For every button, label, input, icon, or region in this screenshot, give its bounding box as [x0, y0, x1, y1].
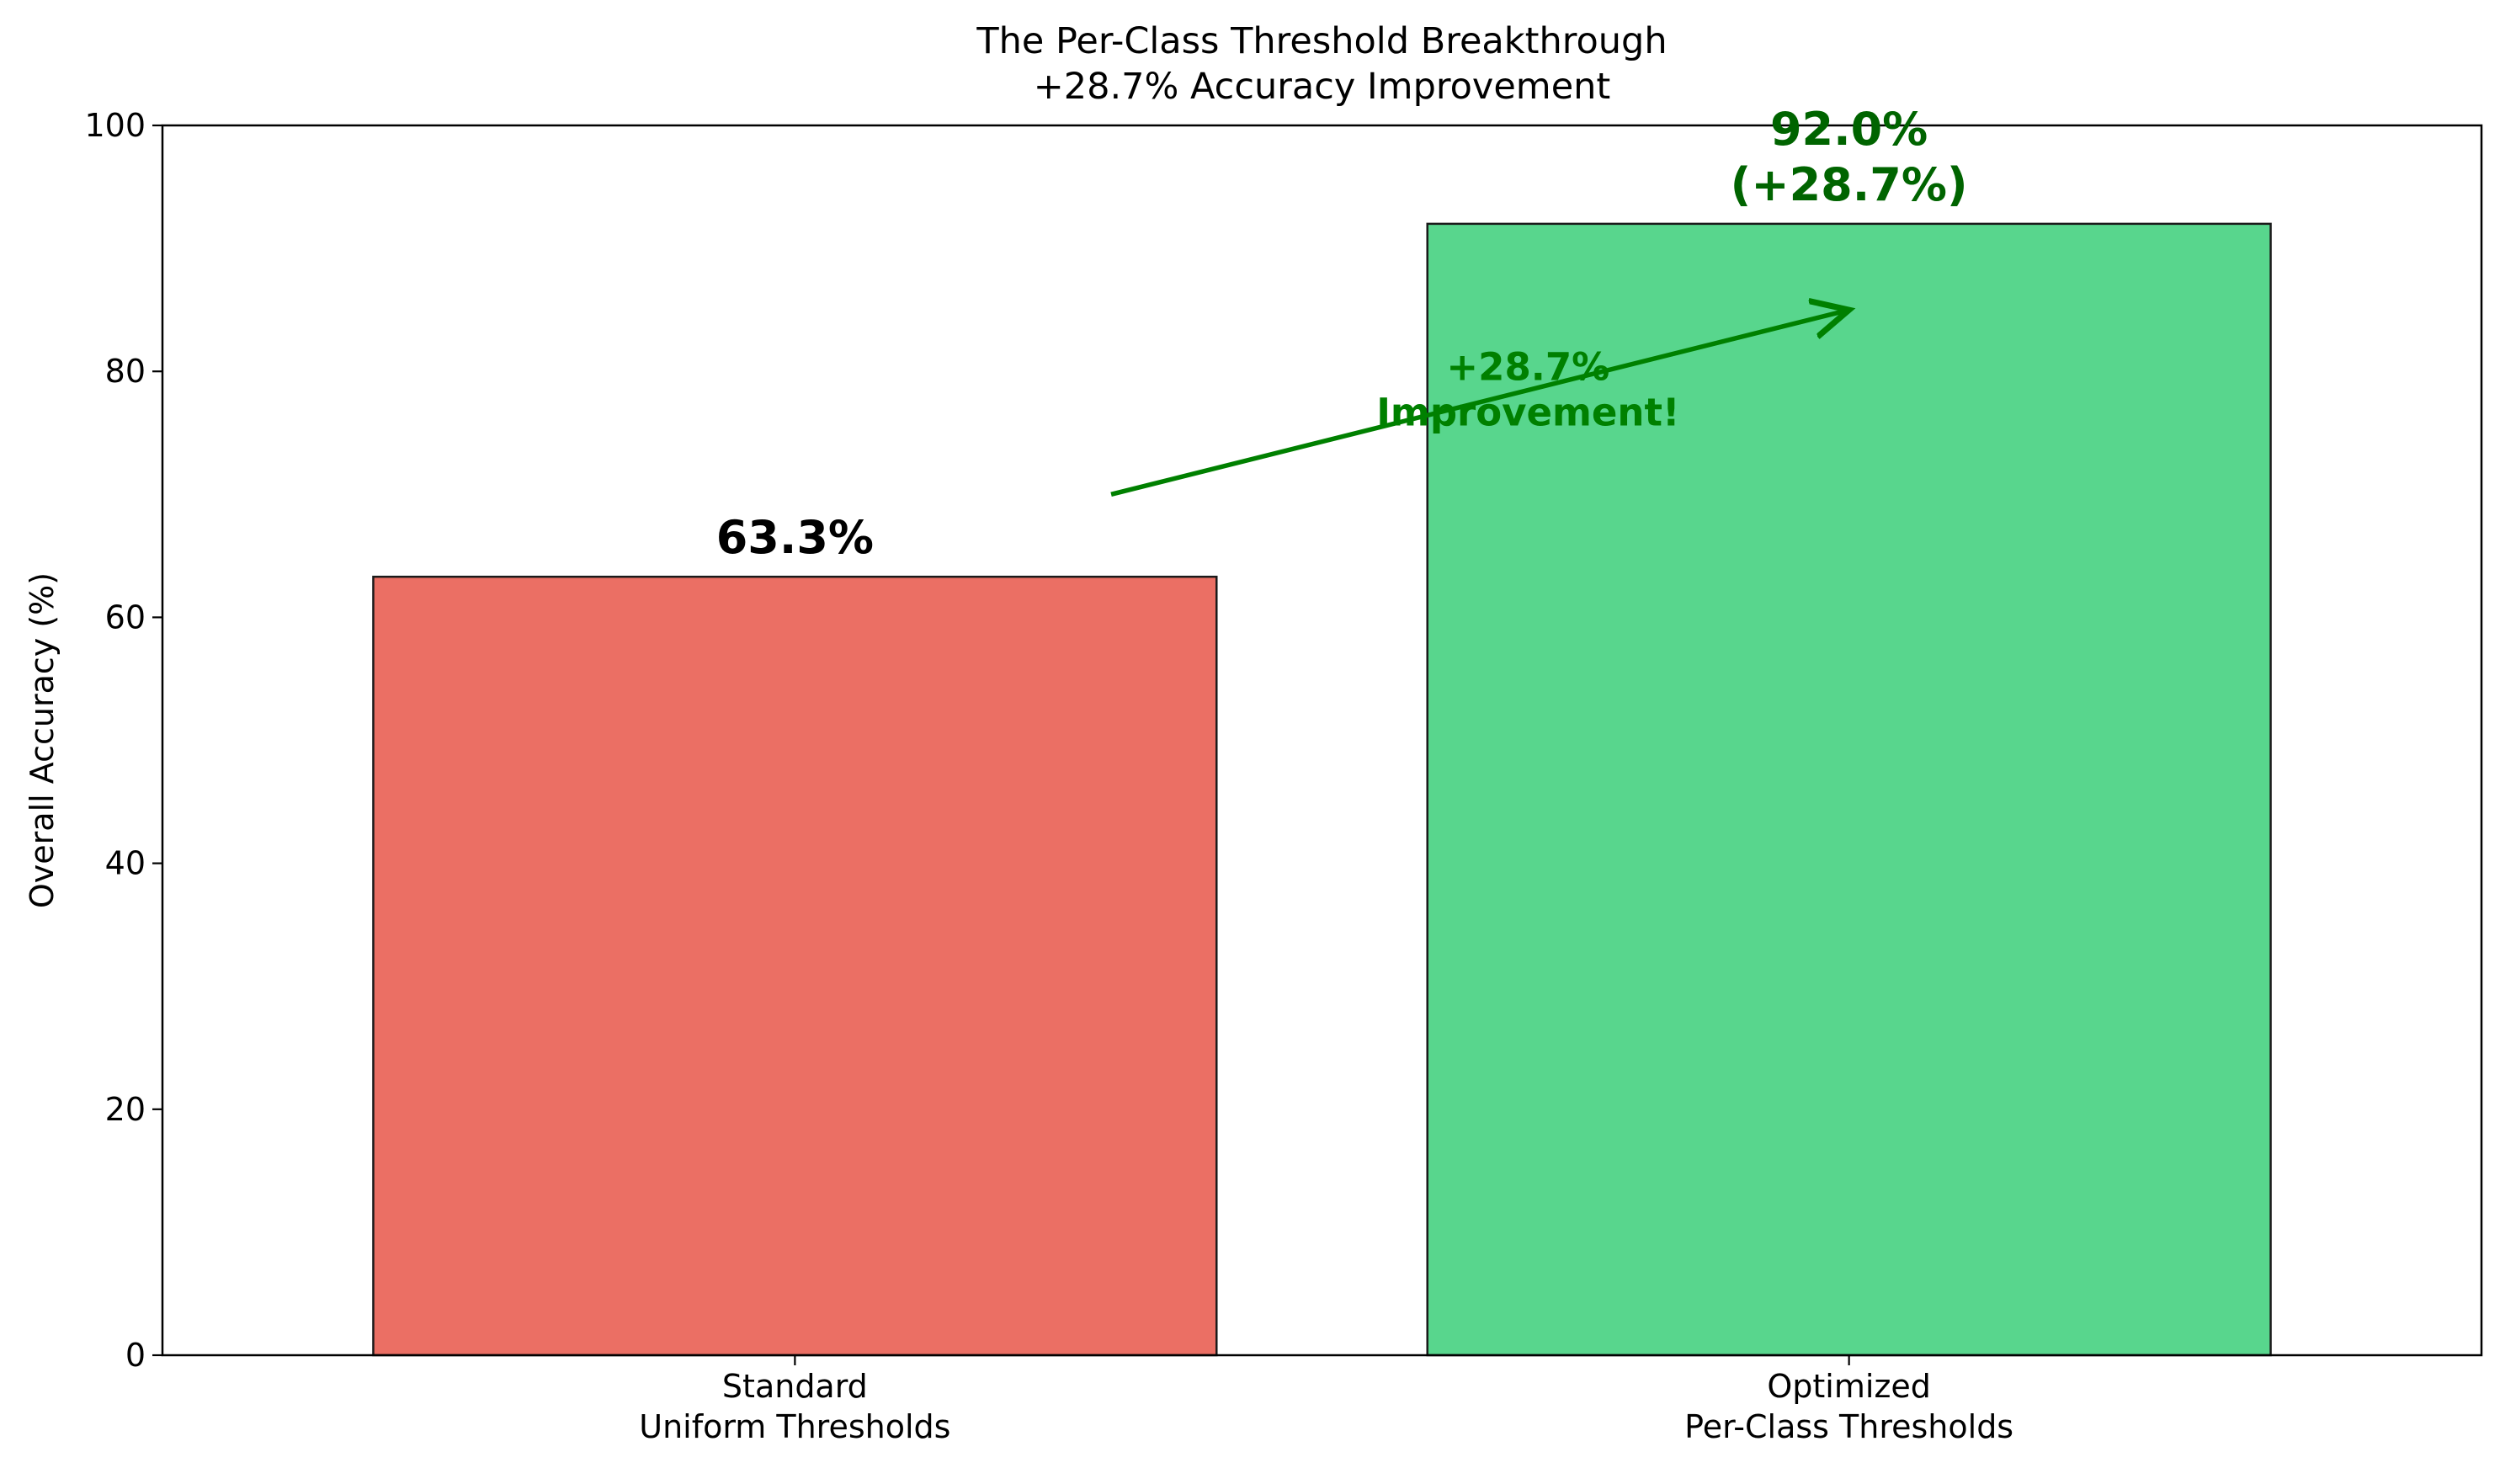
- bar-value-label-line: 92.0%: [1770, 103, 1928, 156]
- y-tick-label: 40: [105, 845, 146, 882]
- y-tick-label: 60: [105, 598, 146, 636]
- annotation: +28.7% Improvement!: [1110, 310, 1849, 497]
- x-tick-label: Optimized Per-Class Thresholds: [1684, 1368, 2013, 1445]
- plot-frame: [161, 124, 2483, 1357]
- bar: [1426, 222, 2272, 1357]
- bar: [372, 575, 1218, 1357]
- bar-value-label: 63.3%: [716, 511, 874, 564]
- x-tick-label-line: Uniform Thresholds: [639, 1408, 950, 1445]
- y-tick-label: 100: [84, 107, 146, 144]
- x-tick-label: Standard Uniform Thresholds: [639, 1368, 950, 1445]
- bars-layer: [372, 222, 2272, 1357]
- y-tick-label: 20: [105, 1091, 146, 1128]
- chart-title: The Per-Class Threshold Breakthrough +28.…: [976, 20, 1667, 108]
- bar-value-label-line: 63.3%: [716, 511, 874, 564]
- improvement-annotation-line: Improvement!: [1376, 391, 1679, 435]
- chart-title-text: The Per-Class Threshold Breakthrough +28.…: [976, 20, 1667, 108]
- y-axis-label-group: Overall Accuracy (%): [24, 572, 61, 908]
- x-tick-label-line: Standard: [722, 1368, 868, 1405]
- chart-title-line: The Per-Class Threshold Breakthrough: [976, 20, 1667, 62]
- chart-title-line: +28.7% Accuracy Improvement: [1034, 66, 1611, 108]
- bar-value-label-line: (+28.7%): [1731, 158, 1968, 211]
- x-tick-label-line: Optimized: [1767, 1368, 1931, 1405]
- y-tick-label: 80: [105, 353, 146, 390]
- data-labels: 63.3% 92.0% (+28.7%): [716, 103, 1968, 564]
- x-tick-label-line: Per-Class Thresholds: [1684, 1408, 2013, 1445]
- improvement-annotation: +28.7% Improvement!: [1376, 345, 1679, 435]
- y-axis: 0 20 40 60 80 100: [84, 107, 162, 1374]
- improvement-annotation-line: +28.7%: [1446, 345, 1609, 390]
- y-axis-label: Overall Accuracy (%): [24, 572, 61, 908]
- bar-value-label: 92.0% (+28.7%): [1731, 103, 1968, 211]
- x-axis: Standard Uniform Thresholds Optimized Per-C…: [639, 1355, 2013, 1445]
- improvement-arrow: [1110, 310, 1849, 497]
- y-tick-label: 0: [125, 1337, 146, 1374]
